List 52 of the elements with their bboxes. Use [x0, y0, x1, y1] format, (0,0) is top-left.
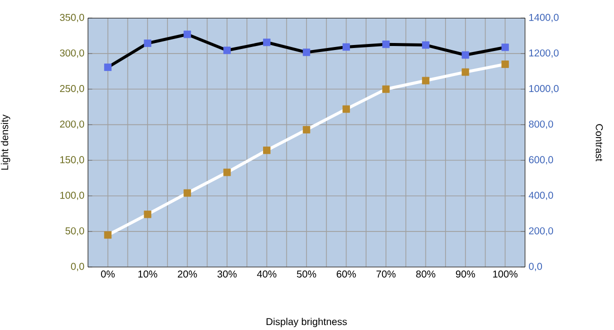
x-tick-label: 40% — [257, 270, 276, 278]
point — [104, 64, 112, 71]
y-tick-label: 150,0 — [60, 156, 84, 164]
point — [184, 189, 192, 197]
point — [462, 68, 470, 76]
x-tick-label: 90% — [456, 270, 476, 278]
point — [104, 231, 112, 239]
y2-tick-label: 800,0 — [528, 120, 554, 129]
y-axis-title: Light density — [0, 114, 10, 170]
point — [223, 168, 231, 176]
point — [462, 51, 470, 59]
x-tick-label: 100% — [493, 270, 518, 278]
x-tick-label: 30% — [217, 270, 237, 278]
point — [144, 210, 152, 218]
y2-axis-title: Contrast — [596, 124, 603, 162]
point — [302, 48, 310, 56]
y-tick-label: 50,0 — [65, 227, 84, 236]
y2-tick-label: 1000,0 — [529, 85, 559, 94]
point — [422, 76, 430, 84]
y-tick-label: 100,0 — [60, 192, 84, 200]
point — [223, 46, 231, 54]
point — [382, 85, 390, 93]
x-axis-title: Display brightness — [266, 318, 347, 328]
y2-tick-label: 1200,0 — [529, 49, 559, 58]
y2-tick-label: 200,0 — [529, 227, 554, 236]
x-tick-label: 80% — [416, 270, 436, 278]
point — [302, 126, 310, 134]
point — [144, 40, 152, 47]
point — [184, 30, 192, 38]
y-tick-label: 200,0 — [60, 120, 84, 129]
x-tick-label: 0% — [101, 270, 115, 278]
point — [501, 60, 509, 68]
y2-tick-label: 1400,0 — [529, 14, 559, 22]
point — [263, 38, 270, 46]
x-tick-label: 20% — [178, 270, 197, 278]
x-tick-label: 50% — [296, 270, 316, 278]
y-tick-label: 350,0 — [60, 14, 84, 22]
y2-tick-label: 600,0 — [529, 156, 554, 164]
point — [263, 146, 270, 154]
y-tick-label: 250,0 — [60, 85, 84, 94]
point — [501, 44, 509, 52]
y-tick-label: 0,0 — [71, 262, 84, 272]
point — [342, 105, 350, 113]
y-tick-label: 300,0 — [60, 49, 84, 58]
x-tick-label: 60% — [336, 270, 356, 278]
y2-tick-label: 0,0 — [528, 262, 542, 272]
point — [342, 43, 350, 51]
x-tick-label: 10% — [138, 270, 158, 278]
point — [422, 41, 430, 49]
x-tick-label: 70% — [376, 270, 396, 278]
point — [382, 40, 390, 48]
y2-tick-label: 400,0 — [528, 192, 554, 200]
